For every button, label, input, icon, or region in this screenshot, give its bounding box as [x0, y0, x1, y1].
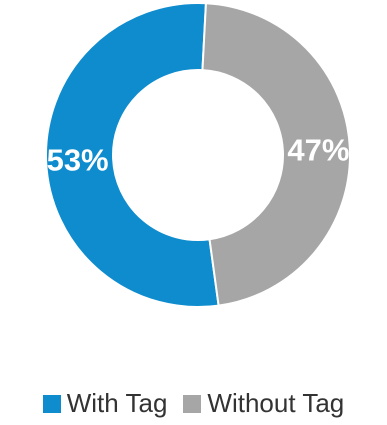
- legend-item-with-tag: With Tag: [42, 388, 168, 419]
- legend-label-with-tag: With Tag: [66, 388, 168, 418]
- slice-label-without-tag: 47%: [287, 132, 349, 167]
- slice-label-with-tag: 53%: [47, 143, 109, 178]
- legend-item-without-tag: Without Tag: [183, 388, 344, 419]
- legend-swatch-without-tag: [183, 394, 202, 413]
- slice-without-tag: [201, 2, 351, 307]
- donut-chart: 53% 47%: [45, 2, 351, 308]
- slice-labels: 53% 47%: [47, 132, 350, 177]
- donut-slices: [45, 2, 351, 308]
- slice-with-tag: [45, 2, 220, 308]
- legend-swatch-with-tag: [42, 394, 61, 413]
- chart-legend: With Tag Without Tag: [0, 388, 387, 419]
- legend-label-without-tag: Without Tag: [207, 388, 345, 418]
